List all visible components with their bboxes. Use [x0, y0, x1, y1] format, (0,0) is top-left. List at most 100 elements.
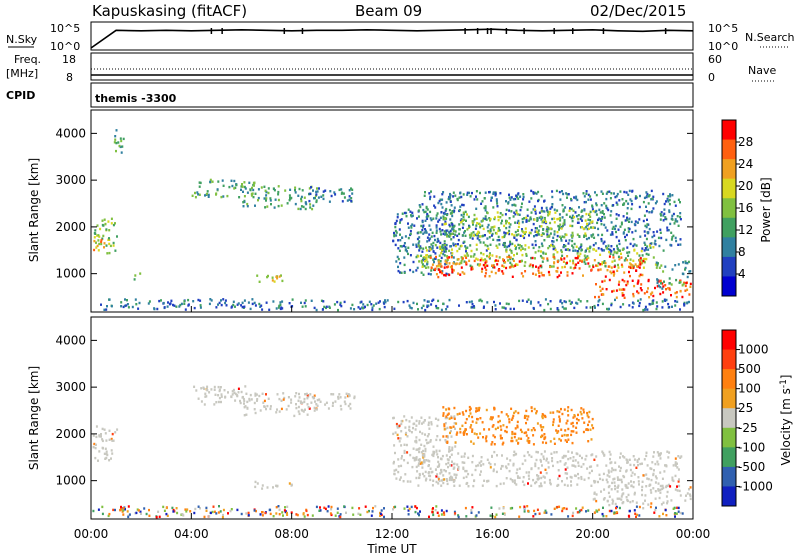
data-cell	[222, 508, 225, 512]
data-cell	[464, 245, 467, 248]
data-cell	[589, 246, 592, 249]
data-cell	[574, 474, 577, 478]
data-cell	[588, 250, 591, 253]
velocity-x-ticks: 00:00 04:00 08:00 12:00 16:00 20:00 00:00	[74, 306, 710, 541]
data-cell	[564, 472, 567, 475]
data-cell	[343, 196, 346, 199]
data-cell	[442, 247, 445, 250]
colorbar-swatch	[722, 256, 736, 277]
data-cell	[417, 231, 420, 234]
data-cell	[530, 409, 533, 413]
data-cell	[618, 506, 621, 510]
data-cell	[513, 235, 516, 238]
data-cell	[638, 301, 641, 305]
data-cell	[501, 270, 504, 273]
data-cell	[167, 301, 169, 304]
data-cell	[604, 265, 607, 268]
data-cell	[280, 399, 283, 402]
data-cell	[660, 264, 663, 267]
data-cell	[251, 302, 254, 306]
data-cell	[628, 227, 631, 231]
data-cell	[560, 227, 563, 230]
data-cell	[606, 229, 609, 232]
data-cell	[498, 269, 501, 272]
data-cell	[603, 202, 606, 205]
data-cell	[526, 300, 529, 303]
data-cell	[313, 396, 316, 399]
data-cell	[463, 461, 466, 464]
data-cell	[428, 427, 431, 430]
data-cell	[527, 298, 530, 301]
data-cell	[412, 422, 415, 426]
data-cell	[237, 387, 240, 390]
data-cell	[339, 404, 342, 408]
data-cell	[416, 302, 418, 306]
data-cell	[536, 474, 538, 477]
colorbar-tick-label: 500	[738, 362, 761, 376]
data-cell	[574, 196, 577, 200]
data-cell	[581, 417, 584, 420]
data-cell	[207, 193, 210, 197]
data-cell	[505, 302, 508, 305]
data-cell	[577, 261, 580, 264]
data-cell	[481, 421, 484, 424]
data-cell	[426, 441, 429, 445]
data-cell	[523, 454, 526, 458]
data-cell	[613, 481, 616, 484]
data-cell	[655, 261, 658, 264]
data-cell	[428, 474, 431, 477]
data-cell	[507, 463, 510, 466]
data-cell	[484, 275, 487, 278]
data-cell	[184, 308, 187, 311]
data-cell	[111, 452, 114, 455]
data-cell	[657, 236, 660, 240]
data-cell	[467, 456, 470, 459]
data-cell	[436, 424, 439, 428]
data-cell	[326, 510, 329, 513]
data-cell	[572, 511, 575, 515]
data-cell	[605, 206, 608, 209]
data-cell	[415, 441, 418, 444]
data-cell	[553, 451, 556, 454]
data-cell	[610, 192, 613, 195]
data-cell	[427, 266, 430, 269]
data-cell	[470, 300, 473, 303]
data-cell	[394, 431, 397, 434]
data-cell	[530, 300, 532, 303]
data-cell	[563, 244, 565, 247]
data-cell	[567, 414, 570, 417]
data-cell	[688, 293, 691, 296]
data-cell	[493, 300, 495, 304]
data-cell	[303, 397, 306, 401]
data-cell	[627, 202, 630, 205]
data-cell	[447, 465, 449, 469]
data-cell	[409, 254, 412, 257]
data-cell	[379, 512, 382, 515]
data-cell	[94, 446, 97, 450]
data-cell	[631, 306, 634, 309]
data-cell	[553, 233, 556, 236]
data-cell	[578, 267, 581, 270]
data-cell	[571, 272, 574, 275]
data-cell	[459, 427, 462, 431]
data-cell	[234, 399, 237, 402]
data-cell	[411, 211, 414, 214]
data-cell	[399, 245, 402, 248]
data-cell	[96, 224, 99, 227]
data-cell	[581, 456, 583, 460]
data-cell	[452, 228, 455, 231]
data-cell	[265, 197, 268, 200]
data-cell	[243, 195, 246, 198]
data-cell	[200, 387, 203, 390]
data-cell	[593, 458, 596, 461]
data-cell	[555, 270, 558, 273]
data-cell	[579, 410, 582, 414]
data-cell	[519, 505, 522, 509]
data-cell	[580, 244, 583, 247]
data-cell	[400, 464, 403, 468]
data-cell	[580, 243, 583, 246]
data-cell	[589, 306, 592, 309]
data-cell	[104, 457, 107, 460]
data-cell	[662, 486, 665, 490]
data-cell	[100, 238, 103, 242]
